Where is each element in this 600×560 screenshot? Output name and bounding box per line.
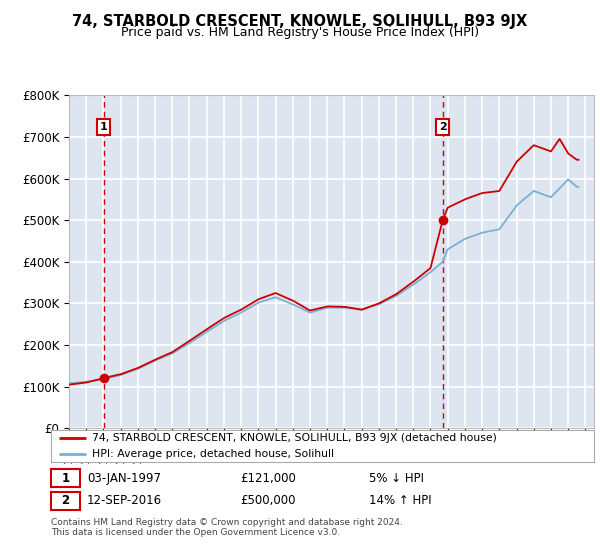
Text: Contains HM Land Registry data © Crown copyright and database right 2024.
This d: Contains HM Land Registry data © Crown c… [51,518,403,538]
Text: £500,000: £500,000 [240,494,296,507]
Text: HPI: Average price, detached house, Solihull: HPI: Average price, detached house, Soli… [92,449,334,459]
Text: 12-SEP-2016: 12-SEP-2016 [87,494,162,507]
Text: 74, STARBOLD CRESCENT, KNOWLE, SOLIHULL, B93 9JX: 74, STARBOLD CRESCENT, KNOWLE, SOLIHULL,… [73,14,527,29]
Text: 74, STARBOLD CRESCENT, KNOWLE, SOLIHULL, B93 9JX (detached house): 74, STARBOLD CRESCENT, KNOWLE, SOLIHULL,… [92,433,497,442]
Text: Price paid vs. HM Land Registry's House Price Index (HPI): Price paid vs. HM Land Registry's House … [121,26,479,39]
Text: 1: 1 [100,122,107,132]
Text: 2: 2 [439,122,446,132]
Text: 14% ↑ HPI: 14% ↑ HPI [369,494,431,507]
Text: 1: 1 [61,472,70,485]
Text: 2: 2 [61,494,70,507]
Text: 03-JAN-1997: 03-JAN-1997 [87,472,161,485]
Text: £121,000: £121,000 [240,472,296,485]
Text: 5% ↓ HPI: 5% ↓ HPI [369,472,424,485]
